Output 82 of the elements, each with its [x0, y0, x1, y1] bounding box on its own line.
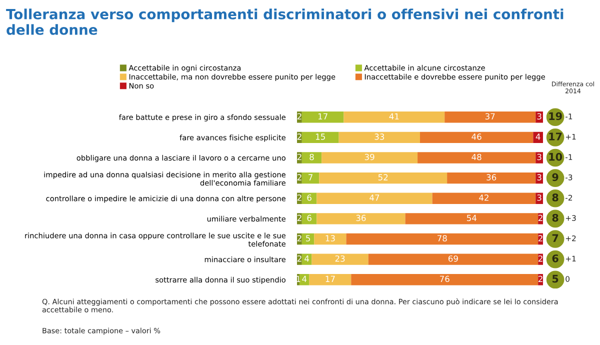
data-label: 2 — [538, 276, 542, 282]
data-label: 52 — [378, 174, 388, 180]
data-label: 4 — [302, 276, 307, 282]
bar — [432, 192, 536, 204]
bar — [368, 254, 538, 265]
text: 8 — [552, 214, 558, 222]
data-label: 3 — [537, 113, 542, 120]
data-label: 2 — [297, 214, 302, 221]
bar — [444, 112, 536, 123]
bar — [420, 132, 534, 144]
data-label: 4 — [304, 256, 310, 262]
bar — [297, 213, 302, 224]
data-label: 36 — [486, 174, 496, 180]
bar — [344, 112, 445, 123]
data-label: 8 — [310, 154, 314, 160]
data-label: 2 — [297, 255, 302, 262]
data-label: 13 — [326, 235, 335, 242]
bar — [302, 254, 312, 265]
data-label: 48 — [472, 154, 482, 160]
data-label: 76 — [440, 276, 450, 282]
data-label: 3 — [537, 194, 542, 201]
data-label: 2 — [297, 154, 302, 160]
data-label: 5 — [306, 235, 310, 242]
data-label: 3 — [537, 174, 542, 180]
data-label: 2 — [538, 235, 542, 242]
data-label: 6 — [307, 194, 312, 201]
bar — [319, 172, 448, 184]
text: 19 — [549, 112, 562, 120]
data-label: 42 — [479, 194, 488, 201]
data-label: 2 — [297, 134, 302, 140]
data-label: 39 — [364, 154, 374, 160]
data-label: 46 — [472, 134, 482, 140]
data-label: 6 — [307, 214, 312, 222]
bar — [299, 274, 310, 286]
data-label: 2 — [297, 194, 302, 201]
bar — [447, 172, 536, 184]
data-label: 3 — [537, 154, 542, 160]
data-label: 69 — [448, 255, 458, 262]
text: 7 — [552, 234, 558, 242]
text: 9 — [552, 173, 558, 182]
text: 8 — [552, 194, 558, 202]
data-label: 36 — [356, 214, 366, 222]
data-label: 2 — [297, 174, 302, 180]
data-label: 15 — [316, 134, 325, 140]
text: 6 — [552, 254, 558, 262]
data-label: 2 — [538, 255, 542, 262]
bar — [338, 132, 420, 144]
bar — [322, 152, 418, 164]
bar — [316, 192, 432, 204]
bar — [302, 132, 339, 144]
data-label: 17 — [318, 113, 328, 120]
data-label: 33 — [374, 134, 384, 140]
data-label: 41 — [389, 113, 399, 120]
bar — [302, 112, 344, 123]
bar — [351, 274, 538, 286]
text: 10 — [549, 152, 562, 161]
data-label: 2 — [297, 235, 302, 242]
data-label: 78 — [438, 235, 447, 242]
bar — [309, 274, 352, 286]
bar — [405, 213, 538, 224]
text: 5 — [552, 274, 558, 283]
data-label: 7 — [308, 174, 312, 180]
bar — [302, 172, 320, 184]
data-label: 54 — [467, 214, 476, 222]
data-label: 37 — [485, 113, 495, 120]
bar — [312, 254, 368, 265]
chart-title: Tolleranza verso comportamenti discriminatori o offensivi nei confronti delle donne — [6, 8, 564, 35]
data-label: 23 — [335, 255, 345, 262]
bar — [297, 254, 302, 265]
bar — [314, 233, 346, 245]
data-label: 2 — [538, 214, 542, 221]
bar — [302, 152, 322, 164]
data-label: 17 — [326, 276, 335, 282]
bar — [346, 233, 538, 245]
bar — [297, 152, 302, 164]
bar — [302, 213, 317, 224]
data-label: 2 — [297, 113, 302, 120]
data-label: 47 — [370, 194, 380, 201]
text: 17 — [549, 132, 562, 140]
bar — [418, 152, 536, 164]
data-label: 4 — [536, 134, 540, 140]
bar — [316, 213, 406, 224]
